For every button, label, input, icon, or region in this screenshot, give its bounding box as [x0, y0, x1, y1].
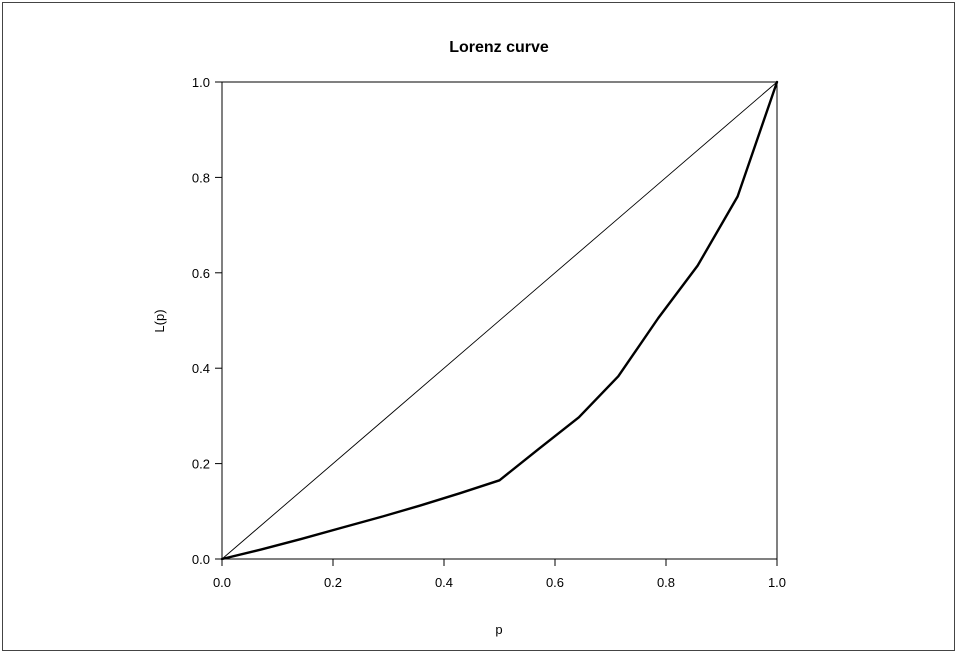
x-tick-label: 0.2	[324, 575, 342, 590]
lorenz-curve-line	[220, 80, 779, 561]
x-tick-label: 0.0	[213, 575, 231, 590]
y-tick-label: 0.6	[192, 266, 210, 281]
x-tick-label: 0.8	[657, 575, 675, 590]
x-tick-label: 1.0	[768, 575, 786, 590]
x-axis-label: p	[495, 622, 502, 637]
chart-title: Lorenz curve	[449, 39, 549, 56]
plot-area: 0.0 0.2 0.4 0.6 0.8 1.0 0.0 0.2 0.4 0.6 0.8 1.0	[192, 75, 786, 590]
x-tick-label: 0.6	[546, 575, 564, 590]
equality-line	[221, 81, 778, 560]
x-tick-label: 0.4	[435, 575, 453, 590]
y-tick-label: 0.8	[192, 170, 210, 185]
plot-box	[221, 81, 778, 560]
y-tick-label: 0.4	[192, 361, 210, 376]
y-tick-label: 0.0	[192, 552, 210, 567]
y-axis-label: L(p)	[152, 309, 167, 332]
y-tick-label: 0.2	[192, 457, 210, 472]
y-tick-label: 1.0	[192, 75, 210, 90]
